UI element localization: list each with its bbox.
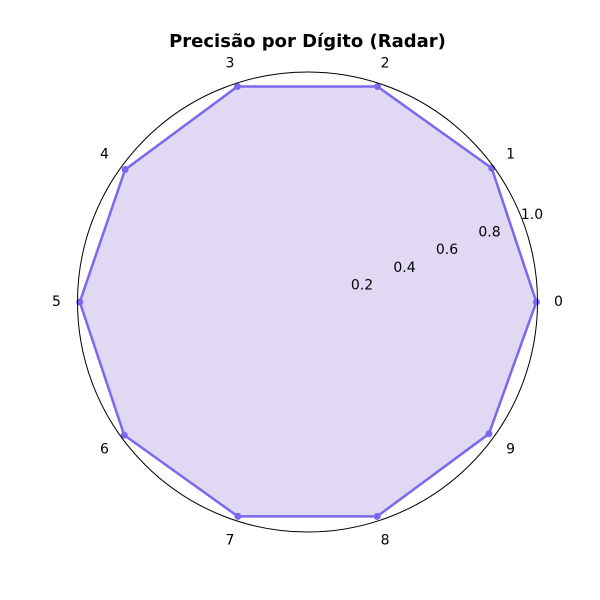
radial-tick-label: 0.2	[351, 277, 373, 293]
labels-layer: 0 1 2 3 4 5 6 7 8 9 0.2 0.4 0.6 0.8 1.0	[52, 55, 563, 548]
category-label-9: 9	[506, 442, 515, 458]
outer-circle	[77, 71, 538, 533]
category-label-7: 7	[225, 533, 234, 549]
category-label-8: 8	[381, 533, 390, 549]
category-label-4: 4	[100, 146, 109, 162]
data-point-2	[374, 83, 382, 91]
series-layer	[76, 83, 540, 520]
radial-tick-label: 0.6	[436, 242, 458, 258]
category-label-6: 6	[100, 442, 109, 458]
radial-tick-label: 0.4	[393, 260, 415, 276]
category-label-3: 3	[225, 55, 234, 71]
category-label-0: 0	[554, 294, 563, 310]
data-point-5	[76, 298, 84, 306]
data-point-9	[485, 430, 493, 438]
data-point-8	[373, 512, 381, 520]
data-point-0	[532, 298, 540, 306]
category-label-2: 2	[381, 55, 390, 71]
category-label-1: 1	[506, 146, 515, 162]
data-point-7	[234, 512, 242, 520]
series-area	[79, 86, 537, 517]
data-point-4	[121, 166, 129, 174]
category-label-5: 5	[52, 294, 61, 310]
chart-title: Precisão por Dígito (Radar)	[169, 31, 446, 52]
data-point-3	[233, 83, 241, 91]
data-point-6	[120, 431, 128, 439]
radial-tick-label: 0.8	[478, 225, 500, 241]
radial-tick-label: 1.0	[521, 207, 543, 223]
outer-frame	[77, 71, 538, 533]
